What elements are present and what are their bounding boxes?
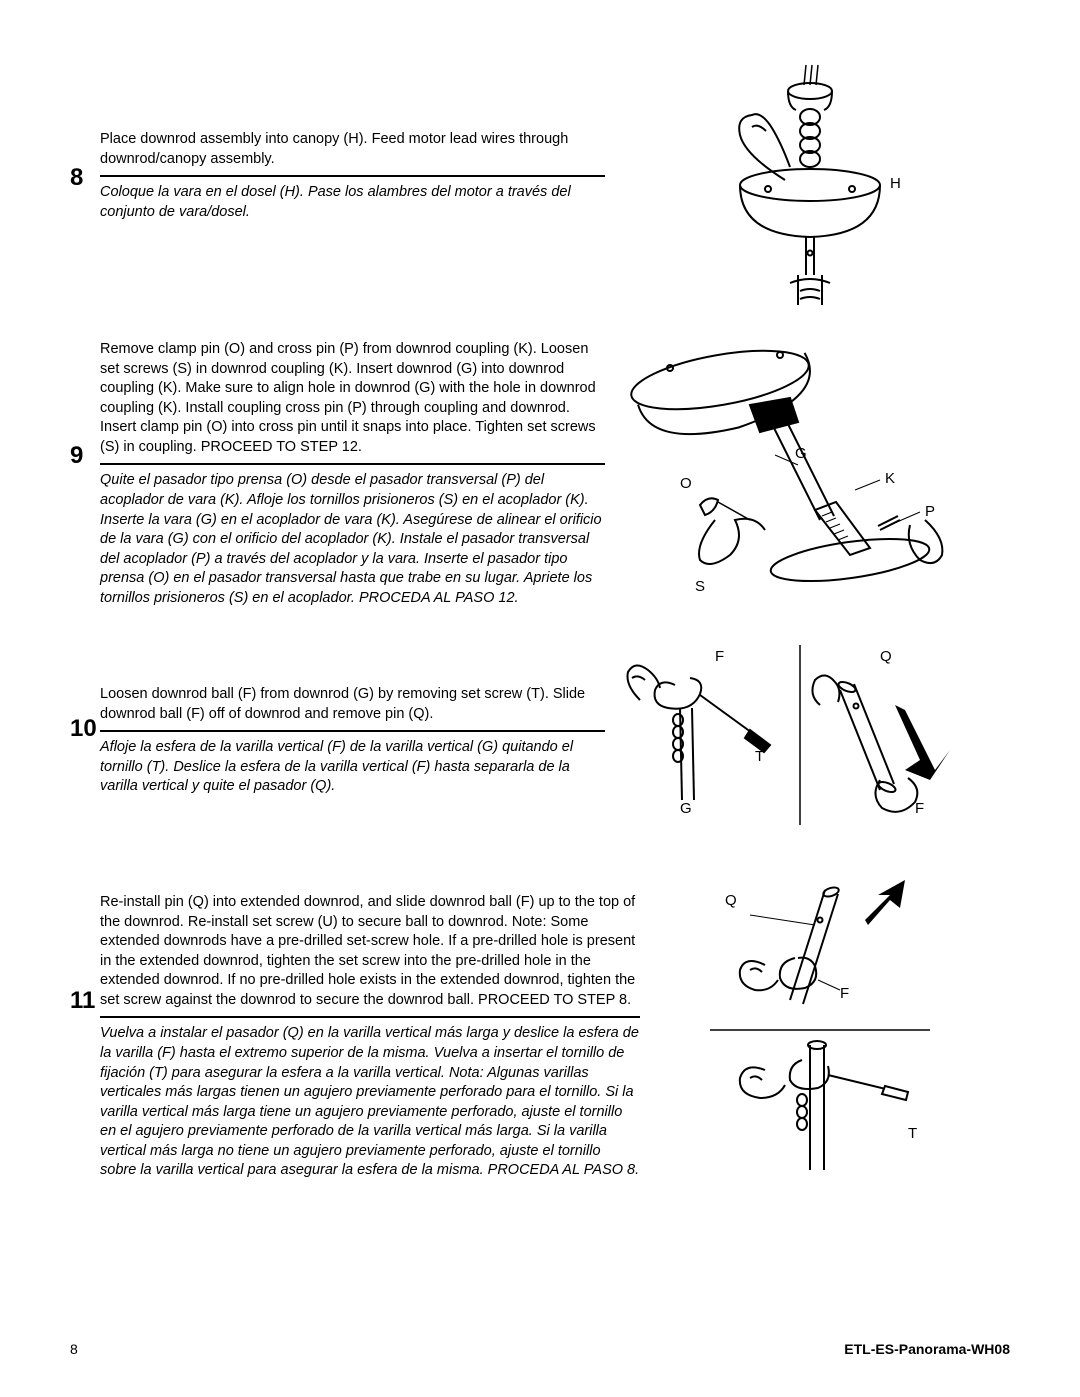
step-11-number: 11: [70, 985, 100, 1015]
figure-8: H: [690, 55, 930, 315]
label-g: G: [795, 445, 807, 462]
page-number: 8: [70, 1341, 78, 1357]
figure-10: F Q T G F: [620, 630, 970, 840]
step-divider: [100, 730, 605, 732]
label-s: S: [695, 578, 705, 595]
footer: 8 ETL-ES-Panorama-WH08: [70, 1341, 1010, 1357]
label-o: O: [680, 475, 692, 492]
label-f2: F: [915, 800, 924, 817]
step-9: 9 Remove clamp pin (O) and cross pin (P)…: [70, 340, 605, 608]
step-divider: [100, 463, 605, 465]
figure-11: Q F T: [690, 870, 950, 1180]
step-9-number: 9: [70, 440, 100, 470]
step-8: 8 Place downrod assembly into canopy (H)…: [70, 130, 605, 222]
label-k: K: [885, 470, 895, 487]
step-10: 10 Loosen downrod ball (F) from downrod …: [70, 685, 605, 797]
step-10-english: Loosen downrod ball (F) from downrod (G)…: [100, 685, 605, 724]
step-10-spanish: Afloje la esfera de la varilla vertical …: [100, 738, 605, 797]
label-f: F: [715, 648, 724, 665]
step-11: 11 Re-install pin (Q) into extended down…: [70, 893, 640, 1181]
step-8-spanish: Coloque la vara en el dosel (H). Pase lo…: [100, 183, 605, 222]
label-q2: Q: [725, 892, 737, 909]
step-11-spanish: Vuelva a instalar el pasador (Q) en la v…: [100, 1024, 640, 1181]
step-9-spanish: Quite el pasador tipo prensa (O) desde e…: [100, 471, 605, 608]
label-h: H: [890, 175, 901, 192]
step-11-english: Re-install pin (Q) into extended downrod…: [100, 893, 640, 1010]
label-f3: F: [840, 985, 849, 1002]
label-t: T: [755, 748, 764, 765]
step-9-english: Remove clamp pin (O) and cross pin (P) f…: [100, 340, 605, 457]
step-8-number: 8: [70, 162, 100, 192]
step-divider: [100, 1016, 640, 1018]
label-p: P: [925, 503, 935, 520]
label-q: Q: [880, 648, 892, 665]
step-10-number: 10: [70, 713, 100, 743]
step-divider: [100, 175, 605, 177]
figure-9: G O K P S: [620, 320, 960, 600]
step-8-english: Place downrod assembly into canopy (H). …: [100, 130, 605, 169]
label-t2: T: [908, 1125, 917, 1142]
document-id: ETL-ES-Panorama-WH08: [844, 1341, 1010, 1357]
label-g2: G: [680, 800, 692, 817]
